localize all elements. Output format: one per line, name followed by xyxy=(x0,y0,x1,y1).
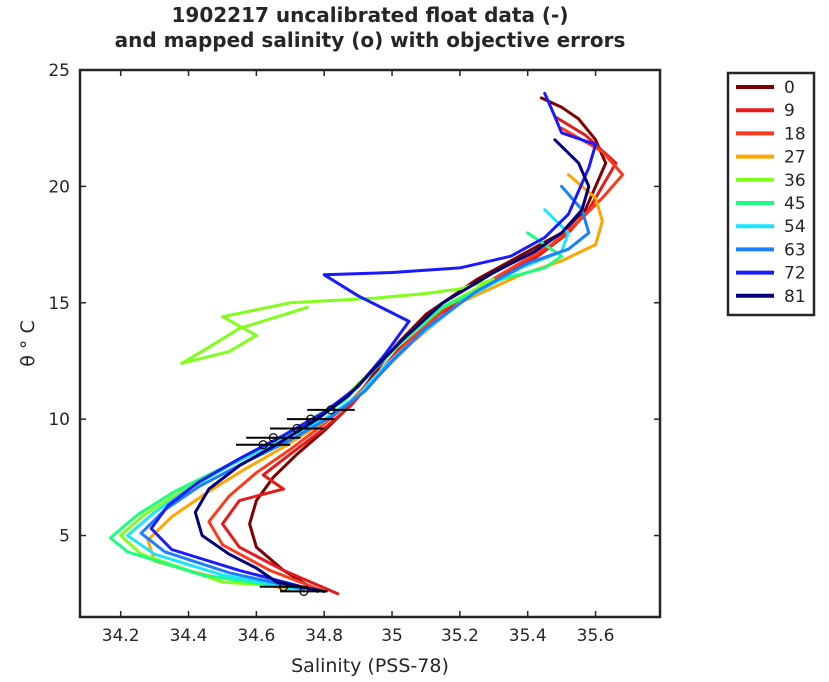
legend: 0 9 18 27 36 45 54 63 72 81 xyxy=(726,71,816,317)
chart-title: 1902217 uncalibrated float data (-)and m… xyxy=(115,3,626,52)
y-tick-label: 25 xyxy=(48,61,70,81)
series-line-63 xyxy=(139,184,591,591)
x-tick-label: 35.6 xyxy=(577,626,615,646)
mapped-salinity-point xyxy=(299,586,309,596)
y-axis-label: θ ° C xyxy=(17,320,39,366)
x-axis-ticks: 34.2 34.4 34.6 34.8 35 35.2 35.4 35.6 xyxy=(102,70,615,646)
series-line-81 xyxy=(193,138,591,593)
mapped-salinity-point xyxy=(292,423,302,434)
x-tick-label: 34.8 xyxy=(305,626,343,646)
mapped-salinity-point xyxy=(306,414,316,424)
mapped-salinity-point xyxy=(258,440,268,450)
y-tick-label: 5 xyxy=(59,527,70,547)
legend-label-36: 36 xyxy=(784,171,806,191)
chart-title-line: 1902217 uncalibrated float data (-) xyxy=(172,3,569,27)
series-line-9 xyxy=(221,115,618,596)
x-tick-label: 34.2 xyxy=(102,626,140,646)
legend-label-45: 45 xyxy=(784,194,806,214)
series-line-0 xyxy=(248,96,608,593)
plot-area xyxy=(78,68,662,619)
x-axis-label: Salinity (PSS-78) xyxy=(291,655,449,677)
y-tick-label: 15 xyxy=(48,294,70,314)
x-tick-label: 35 xyxy=(381,626,403,646)
legend-items: 0 9 18 27 36 45 54 63 72 81 xyxy=(736,78,806,307)
legend-label-9: 9 xyxy=(784,101,795,121)
legend-label-72: 72 xyxy=(784,264,806,284)
mapped-salinity-points xyxy=(236,405,355,596)
series-line-18 xyxy=(207,126,625,593)
legend-label-0: 0 xyxy=(784,78,795,98)
axes-box xyxy=(78,68,662,619)
series-line-72 xyxy=(149,91,598,591)
x-tick-label: 34.4 xyxy=(170,626,208,646)
legend-box xyxy=(726,71,816,317)
legend-label-18: 18 xyxy=(784,124,806,144)
y-tick-label: 20 xyxy=(48,177,70,197)
mapped-salinity-point xyxy=(326,405,336,415)
data-series xyxy=(109,91,625,596)
x-tick-label: 34.6 xyxy=(237,626,275,646)
legend-label-54: 54 xyxy=(784,217,806,237)
legend-label-81: 81 xyxy=(784,287,806,307)
x-tick-label: 35.2 xyxy=(441,626,479,646)
y-tick-label: 10 xyxy=(48,410,70,430)
legend-label-27: 27 xyxy=(784,148,806,168)
legend-label-63: 63 xyxy=(784,240,806,260)
x-tick-label: 35.4 xyxy=(509,626,547,646)
chart-title-line: and mapped salinity (o) with objective e… xyxy=(115,28,626,52)
y-axis-ticks: 5 10 15 20 25 xyxy=(48,61,660,547)
mapped-salinity-point xyxy=(268,433,278,443)
